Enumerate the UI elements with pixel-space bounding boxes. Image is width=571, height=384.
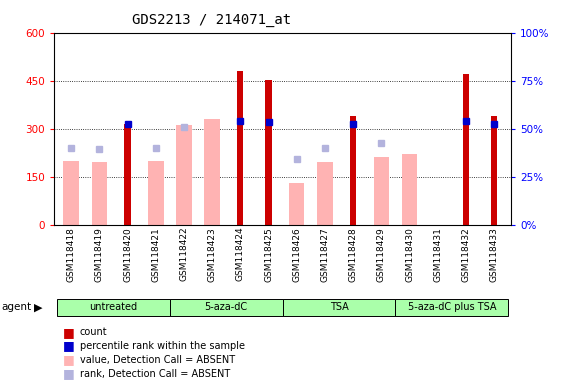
Text: TSA: TSA [329,302,348,312]
Bar [237,71,243,225]
FancyBboxPatch shape [396,299,508,316]
FancyBboxPatch shape [283,299,396,316]
Text: GSM118432: GSM118432 [461,227,471,281]
Text: GSM118429: GSM118429 [377,227,386,281]
Text: GSM118426: GSM118426 [292,227,301,281]
Text: ■: ■ [63,326,75,339]
Text: ■: ■ [63,367,75,380]
Text: GSM118421: GSM118421 [151,227,160,281]
Text: GSM118423: GSM118423 [208,227,216,281]
Text: GSM118419: GSM118419 [95,227,104,282]
Bar [402,154,417,225]
Bar [373,157,389,225]
Text: GSM118428: GSM118428 [349,227,357,281]
Text: GSM118418: GSM118418 [67,227,76,282]
Text: percentile rank within the sample: percentile rank within the sample [80,341,245,351]
Bar [91,162,107,225]
Text: count: count [80,327,107,337]
Text: GSM118422: GSM118422 [179,227,188,281]
Text: GSM118427: GSM118427 [320,227,329,281]
Text: GSM118430: GSM118430 [405,227,414,282]
Bar [463,74,469,225]
Text: ■: ■ [63,339,75,353]
Bar [350,116,356,225]
FancyBboxPatch shape [57,299,170,316]
Text: rank, Detection Call = ABSENT: rank, Detection Call = ABSENT [80,369,230,379]
Bar [491,116,497,225]
Bar [317,162,333,225]
Text: GSM118424: GSM118424 [236,227,245,281]
Text: 5-aza-dC: 5-aza-dC [204,302,248,312]
Text: GSM118433: GSM118433 [489,227,498,282]
Text: agent: agent [2,302,32,312]
Bar [266,80,272,225]
Text: ■: ■ [63,353,75,366]
Text: value, Detection Call = ABSENT: value, Detection Call = ABSENT [80,355,235,365]
Bar [204,119,220,225]
Bar [124,124,131,225]
Text: GDS2213 / 214071_at: GDS2213 / 214071_at [132,13,291,27]
Bar [148,161,163,225]
FancyBboxPatch shape [170,299,283,316]
Text: GSM118420: GSM118420 [123,227,132,281]
Text: GSM118425: GSM118425 [264,227,273,281]
Bar [176,126,192,225]
Text: untreated: untreated [90,302,138,312]
Text: 5-aza-dC plus TSA: 5-aza-dC plus TSA [408,302,496,312]
Text: GSM118431: GSM118431 [433,227,442,282]
Text: ▶: ▶ [34,302,43,312]
Bar [63,161,79,225]
Bar [289,183,304,225]
